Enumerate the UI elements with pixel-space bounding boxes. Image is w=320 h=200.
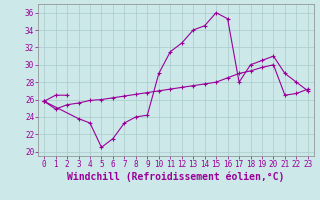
X-axis label: Windchill (Refroidissement éolien,°C): Windchill (Refroidissement éolien,°C): [67, 172, 285, 182]
